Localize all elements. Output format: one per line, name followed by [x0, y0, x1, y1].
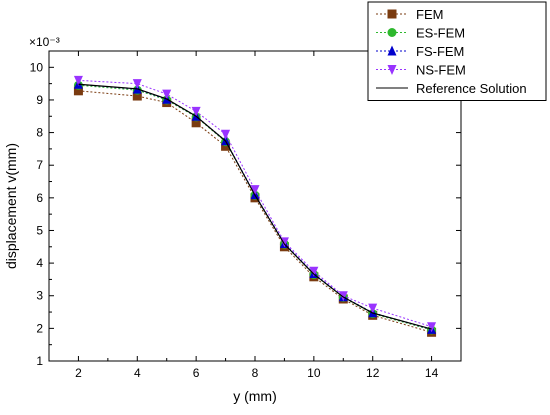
data-point: [368, 303, 378, 314]
data-point: [132, 79, 142, 90]
data-point: [221, 141, 231, 151]
data-point: [427, 322, 437, 333]
data-point: [309, 266, 319, 277]
data-point: [162, 89, 172, 100]
y-tick-label: 8: [36, 126, 43, 140]
data-point: [221, 129, 231, 140]
data-point: [73, 75, 83, 86]
series-line-1: [78, 84, 432, 331]
y-tick-label: 9: [36, 93, 43, 107]
data-point: [191, 106, 201, 117]
x-axis-label: y (mm): [233, 388, 277, 404]
series-line-3: [78, 79, 432, 328]
x-tick-label: 10: [307, 366, 321, 380]
legend-label: Reference Solution: [416, 81, 527, 96]
data-point: [338, 291, 348, 302]
data-point: [250, 185, 260, 196]
legend-swatch-marker: [387, 65, 397, 75]
series-line-4: [78, 83, 432, 330]
y-tick-label: 4: [36, 256, 43, 270]
legend-swatch-marker: [387, 9, 397, 19]
legend-label: FS-FEM: [416, 44, 464, 59]
x-tick-label: 8: [252, 366, 259, 380]
data-point: [73, 86, 83, 96]
x-tick-label: 12: [366, 366, 380, 380]
y-tick-label: 7: [36, 158, 43, 172]
data-point: [132, 91, 142, 101]
plot-area: [73, 75, 437, 337]
series-line-0: [78, 90, 432, 333]
y-tick-label: 1: [36, 354, 43, 368]
y-tick-label: 10: [30, 60, 44, 74]
legend: FEM ES-FEM FS-FEM NS-FEM Reference Solution: [367, 1, 547, 101]
x-tick-label: 14: [425, 366, 439, 380]
legend-label: ES-FEM: [416, 26, 465, 41]
x-tick-label: 4: [134, 366, 141, 380]
data-point: [191, 118, 201, 128]
legend-label: NS-FEM: [416, 63, 466, 78]
y-tick-label: 6: [36, 191, 43, 205]
y-axis-multiplier: ×10⁻³: [29, 35, 60, 49]
data-point: [221, 135, 231, 146]
legend-swatch-marker: [387, 45, 397, 56]
y-tick-label: 3: [36, 289, 43, 303]
x-tick-label: 2: [75, 366, 82, 380]
y-tick-label: 5: [36, 223, 43, 237]
x-tick-label: 6: [193, 366, 200, 380]
legend-swatch-marker: [387, 28, 397, 37]
y-axis-label: displacement v(mm): [3, 143, 19, 269]
legend-label: FEM: [416, 7, 443, 22]
series-line-2: [78, 83, 432, 330]
y-tick-label: 2: [36, 321, 43, 335]
